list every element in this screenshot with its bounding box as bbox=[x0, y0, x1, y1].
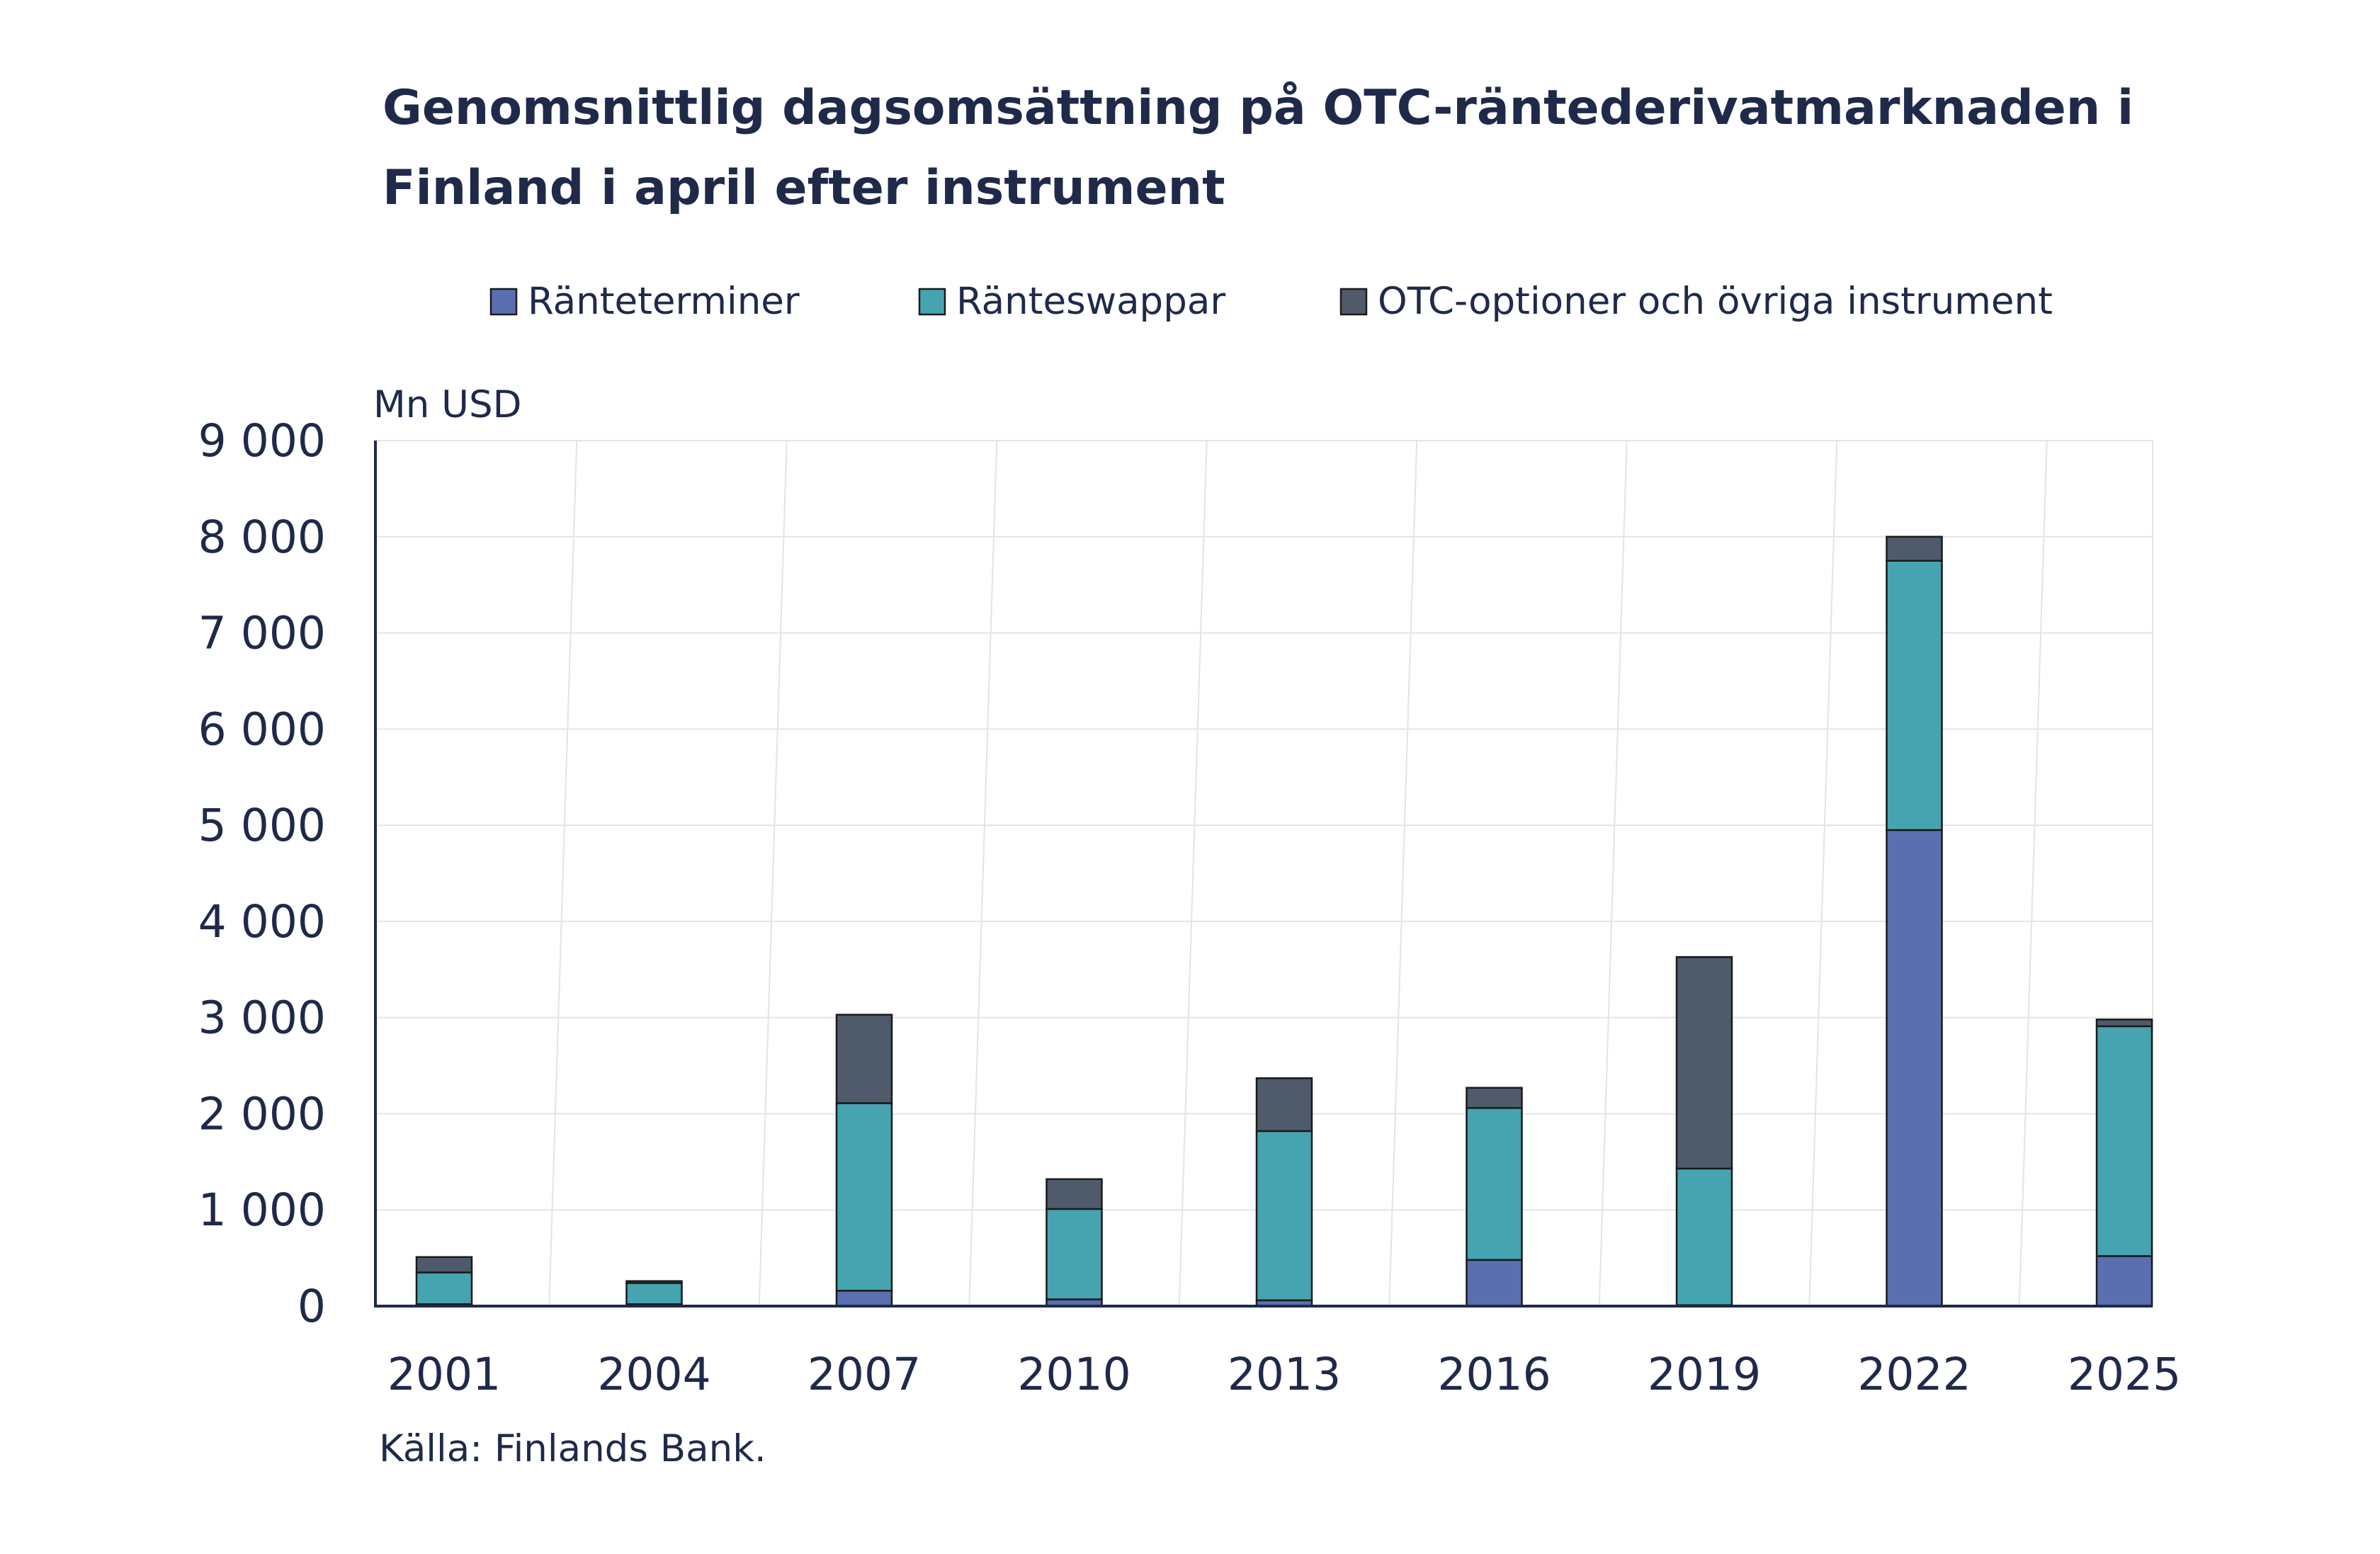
x-tick-label: 2007 bbox=[808, 1349, 921, 1400]
bar-2013-series-1 bbox=[1255, 1130, 1313, 1302]
bar-2001-series-1 bbox=[415, 1271, 473, 1305]
gridline-x bbox=[1808, 440, 1838, 1307]
x-tick-label: 2010 bbox=[1017, 1349, 1130, 1400]
gridline-x bbox=[1388, 440, 1418, 1307]
x-tick-label: 2016 bbox=[1437, 1349, 1551, 1400]
y-tick-label: 2 000 bbox=[198, 1088, 326, 1140]
bar-2019-series-2 bbox=[1675, 955, 1733, 1170]
bar-2013-series-2 bbox=[1255, 1077, 1313, 1133]
y-axis-ticks: 0 1 000 2 000 3 000 4 000 5 000 6 000 7 000 8 00… bbox=[198, 415, 326, 1332]
gridline-x bbox=[2018, 440, 2048, 1307]
legend-label-otc-optioner: OTC-optioner och övriga instrument bbox=[1378, 280, 2053, 323]
x-tick-label: 2019 bbox=[1648, 1349, 1761, 1400]
bar-2004-series-1 bbox=[625, 1282, 683, 1305]
gridline-x bbox=[968, 440, 998, 1307]
bar-2004-series-2 bbox=[625, 1280, 683, 1284]
x-tick-label: 2013 bbox=[1228, 1349, 1341, 1400]
chart-title-line-1: Genomsnittlig dagsomsättning på OTC-ränt… bbox=[382, 80, 2134, 136]
y-tick-label: 6 000 bbox=[198, 703, 326, 755]
source-note: Källa: Finlands Bank. bbox=[379, 1427, 766, 1470]
legend-swatch-otc-optioner bbox=[1339, 288, 1368, 316]
x-axis-ticks: 2001 2004 2007 2010 2013 2016 2019 2022 2025 bbox=[387, 1349, 2181, 1400]
x-tick-label: 2004 bbox=[597, 1349, 710, 1400]
bar-2007-series-0 bbox=[835, 1290, 893, 1308]
bar-2025-series-2 bbox=[2095, 1019, 2153, 1028]
bars bbox=[415, 535, 2153, 1308]
bar-2007-series-2 bbox=[835, 1014, 893, 1104]
bar-2022-series-0 bbox=[1886, 829, 1943, 1308]
bar-2019-series-1 bbox=[1675, 1167, 1733, 1306]
bar-2007-series-1 bbox=[835, 1102, 893, 1292]
y-tick-label: 9 000 bbox=[198, 415, 326, 467]
bar-2010-series-2 bbox=[1046, 1178, 1103, 1210]
gridline-x bbox=[1178, 440, 1208, 1307]
y-tick-label: 5 000 bbox=[198, 800, 326, 851]
y-tick-label: 7 000 bbox=[198, 608, 326, 659]
x-tick-label: 2022 bbox=[1857, 1349, 1971, 1400]
x-tick-label: 2001 bbox=[387, 1349, 501, 1400]
bar-2016-series-1 bbox=[1466, 1107, 1523, 1261]
bar-2016-series-2 bbox=[1466, 1087, 1523, 1109]
y-tick-label: 3 000 bbox=[198, 992, 326, 1044]
bar-2025-series-1 bbox=[2095, 1025, 2153, 1257]
y-tick-label: 0 bbox=[298, 1281, 326, 1332]
x-tick-label: 2025 bbox=[2068, 1349, 2181, 1400]
grid bbox=[375, 440, 2153, 1307]
bar-2001-series-2 bbox=[415, 1256, 473, 1274]
y-tick-label: 4 000 bbox=[198, 896, 326, 948]
y-tick-label: 8 000 bbox=[198, 511, 326, 563]
bar-2022-series-2 bbox=[1886, 535, 1943, 562]
y-tick-label: 1 000 bbox=[198, 1184, 326, 1236]
bar-2025-series-0 bbox=[2095, 1255, 2153, 1308]
bar-2010-series-1 bbox=[1046, 1208, 1103, 1300]
bar-2022-series-1 bbox=[1886, 560, 1943, 832]
chart-title-line-2: Finland i april efter instrument bbox=[382, 160, 1225, 216]
y-axis-unit-label: Mn USD bbox=[373, 383, 521, 426]
legend-label-ranteterminer: Ränteterminer bbox=[528, 280, 800, 323]
legend: Ränteterminer Ränteswappar OTC-optioner … bbox=[489, 280, 2053, 323]
bar-2016-series-0 bbox=[1466, 1259, 1523, 1308]
legend-swatch-ranteswappar bbox=[918, 288, 946, 316]
legend-swatch-ranteterminer bbox=[489, 288, 518, 316]
gridline-x bbox=[1598, 440, 1628, 1307]
gridline-x bbox=[548, 440, 578, 1307]
legend-label-ranteswappar: Ränteswappar bbox=[956, 280, 1225, 323]
gridline-x bbox=[758, 440, 788, 1307]
